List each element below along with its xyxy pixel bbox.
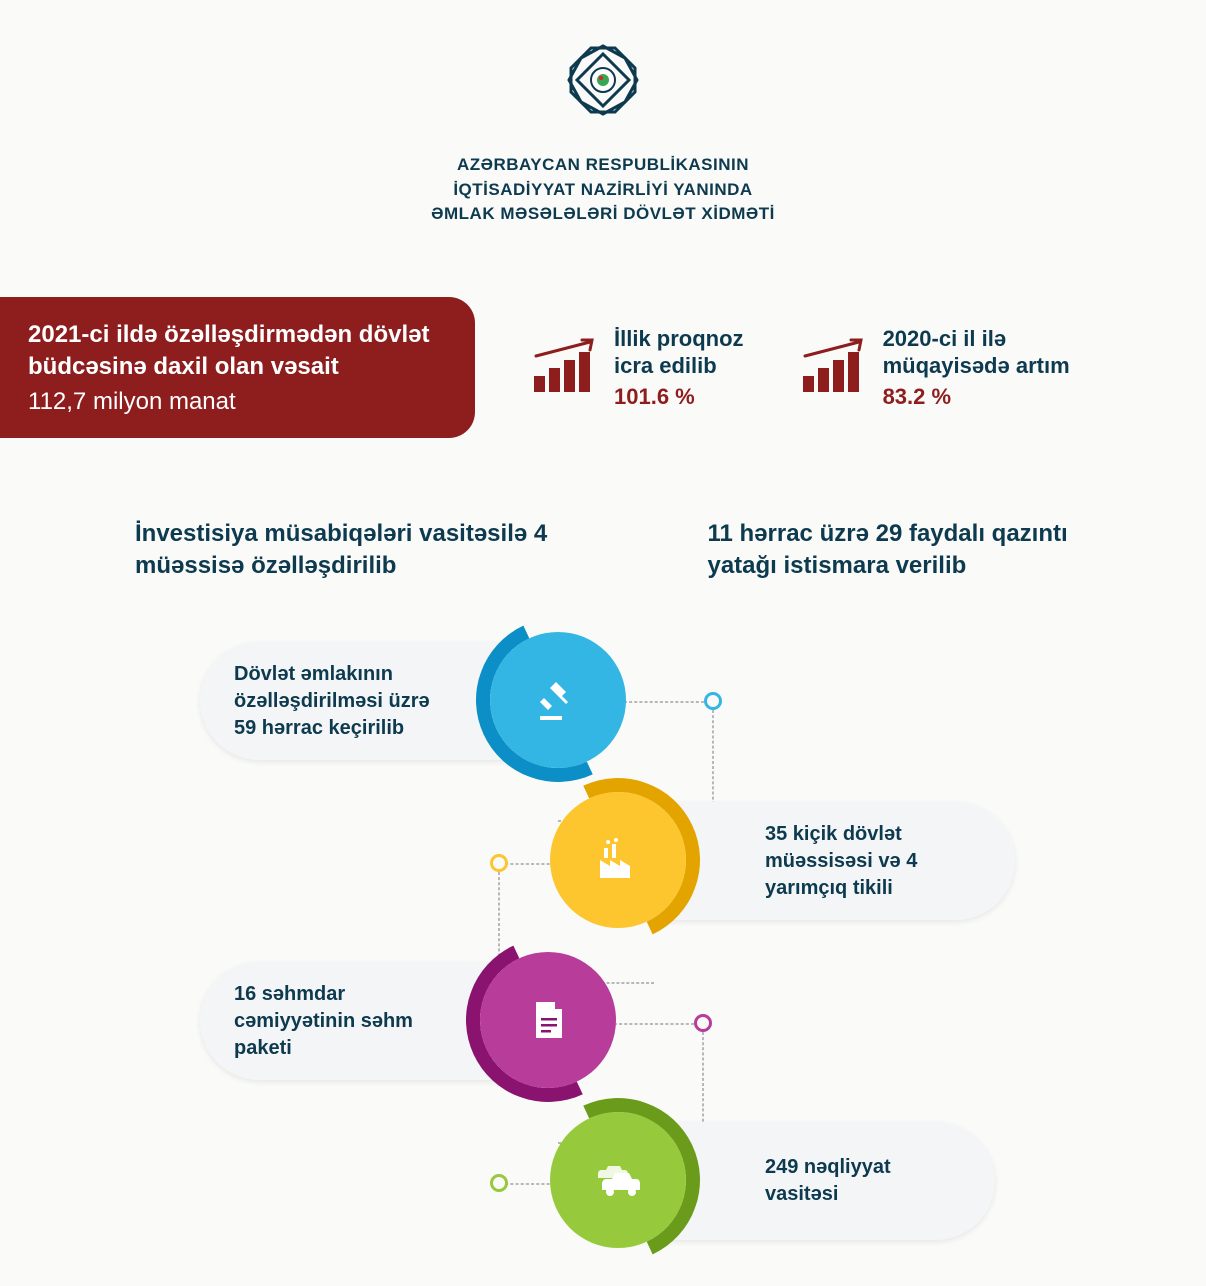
growth-chart-icon [530, 338, 600, 396]
stat-block: İllik proqnoz icra edilib 101.6 % [530, 325, 744, 410]
org-title-line: ƏMLAK MƏSƏLƏLƏRİ DÖVLƏT XİDMƏTİ [0, 202, 1206, 227]
connector-dot [490, 1174, 508, 1192]
subtitle-left: İnvestisiya müsabiqələri vasitəsilə 4 mü… [135, 518, 557, 583]
car-icon [594, 1156, 642, 1204]
org-title-line: İQTİSADİYYAT NAZİRLİYİ YANINDA [0, 178, 1206, 203]
flow-ring [480, 952, 616, 1088]
growth-chart-icon [799, 338, 869, 396]
banner-row: 2021-ci ildə özəlləşdirmədən dövlət büdc… [0, 297, 1206, 438]
subtitle-row: İnvestisiya müsabiqələri vasitəsilə 4 mü… [0, 518, 1206, 583]
stat-label: müqayisədə artım [883, 352, 1070, 380]
banner-amount: 112,7 milyon manat [28, 388, 439, 416]
flow-pill-text: 16 səhmdar cəmiyyətinin səhm paketi [234, 981, 440, 1062]
flow-ring [550, 1112, 686, 1248]
subtitle-right: 11 hərrac üzrə 29 faydalı qazıntı yatağı… [707, 518, 1096, 583]
stat-value: 101.6 % [614, 384, 744, 410]
flow-pill-text: Dövlət əmlakının özəlləşdirilməsi üzrə 5… [234, 661, 450, 742]
flow-pill-text: 35 kiçik dövlət müəssisəsi və 4 yarımçıq… [765, 821, 975, 902]
connector-dot [704, 692, 722, 710]
flow-pill-text: 249 nəqliyyat vasitəsi [765, 1154, 955, 1208]
stat-value: 83.2 % [883, 384, 1070, 410]
flow-ring [490, 632, 626, 768]
org-title: AZƏRBAYCAN RESPUBLİKASININ İQTİSADİYYAT … [0, 153, 1206, 227]
flow-ring [550, 792, 686, 928]
stat-label: İllik proqnoz [614, 325, 744, 353]
banner-title-line: büdcəsinə daxil olan vəsait [28, 351, 439, 383]
headline-banner: 2021-ci ildə özəlləşdirmədən dövlət büdc… [0, 297, 475, 438]
header: AZƏRBAYCAN RESPUBLİKASININ İQTİSADİYYAT … [0, 0, 1206, 227]
org-logo [548, 30, 658, 135]
banner-title-line: 2021-ci ildə özəlləşdirmədən dövlət [28, 319, 439, 351]
stat-label: icra edilib [614, 352, 744, 380]
gavel-icon [534, 676, 582, 724]
factory-icon [594, 836, 642, 884]
connector-dot [490, 854, 508, 872]
org-title-line: AZƏRBAYCAN RESPUBLİKASININ [0, 153, 1206, 178]
flow-diagram: Dövlət əmlakının özəlləşdirilməsi üzrə 5… [0, 622, 1206, 1242]
doc-icon [524, 996, 572, 1044]
connector-dot [694, 1014, 712, 1032]
stat-block: 2020-ci il ilə müqayisədə artım 83.2 % [799, 325, 1070, 410]
stat-label: 2020-ci il ilə [883, 325, 1070, 353]
